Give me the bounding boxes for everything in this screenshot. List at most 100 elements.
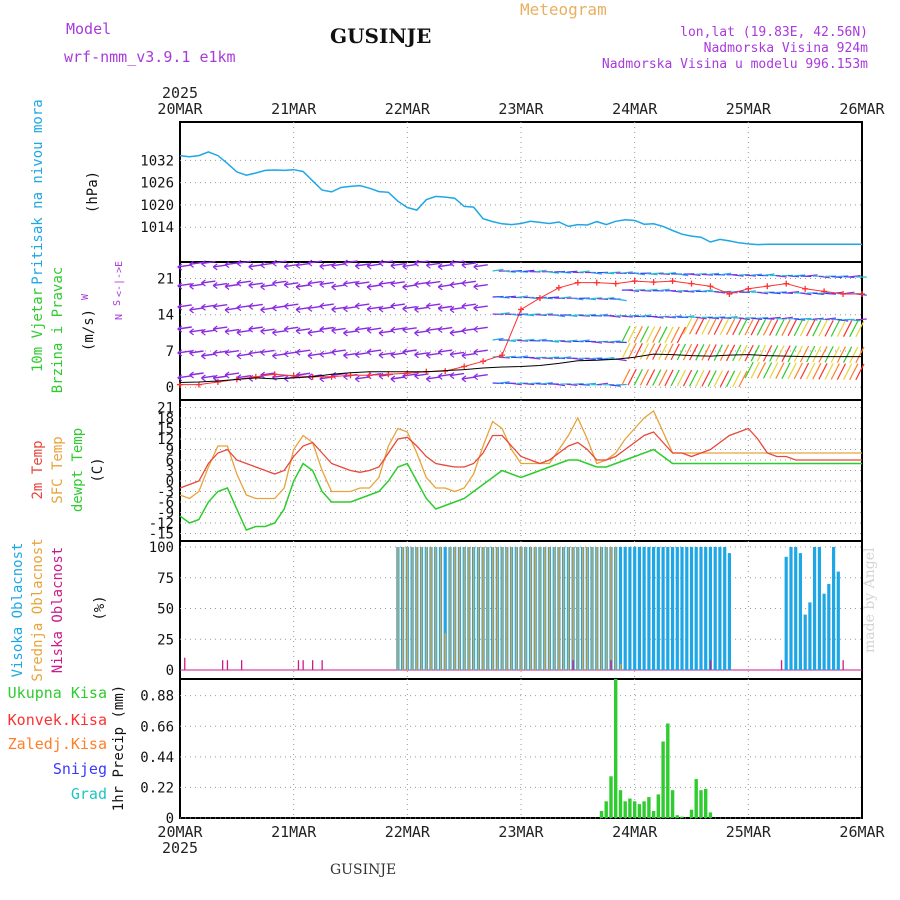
wind-arrow xyxy=(597,298,609,300)
cloud-high-bar xyxy=(652,547,656,670)
wind-arrow xyxy=(836,363,847,380)
wind-arrow-head xyxy=(426,302,431,310)
wind-arrow xyxy=(319,263,334,267)
wind-arrow xyxy=(664,343,674,361)
wind-arrow-head xyxy=(319,326,325,333)
wind-arrow-head xyxy=(414,259,419,267)
wind-arrow-head xyxy=(224,306,230,314)
wind-arrow xyxy=(639,343,650,360)
wind-arrow-head xyxy=(224,261,230,269)
dewpoint-axis-title: dewpt Temp xyxy=(70,428,86,512)
wind-arrow xyxy=(714,291,726,294)
wind-arrow xyxy=(272,353,287,357)
y-tick-label: 3 xyxy=(166,464,174,480)
wind-arrow xyxy=(677,289,689,292)
wind-arrow-head xyxy=(272,279,277,287)
wind-arrow xyxy=(689,343,699,361)
wind-arrow xyxy=(597,382,609,386)
precip-bar xyxy=(704,788,708,818)
wind-arrow xyxy=(849,319,861,322)
wind-arrow xyxy=(461,262,477,266)
wind-arrow-head xyxy=(473,263,479,271)
wind-arrow xyxy=(793,319,803,337)
wind-arrow xyxy=(319,326,334,331)
wind-arrow xyxy=(769,345,779,362)
precip-bar xyxy=(675,815,679,818)
wind-arrow xyxy=(597,313,609,317)
cloud-mid-bar xyxy=(487,547,489,670)
cloud-high-bar xyxy=(689,547,694,670)
wind-arrow xyxy=(738,344,748,362)
wind-arrow xyxy=(799,362,810,380)
wind-arrow xyxy=(763,317,775,320)
wind-arrow xyxy=(640,289,652,292)
pressure-line xyxy=(179,151,862,246)
wind-arrow xyxy=(378,330,394,334)
wind-arrow xyxy=(812,292,824,295)
lonlat-info: lon,lat (19.83E, 42.56N) xyxy=(680,25,868,40)
wind-arrow xyxy=(762,345,773,362)
model-label: Model xyxy=(66,20,112,38)
wind-arrow xyxy=(775,362,785,379)
wind-arrow xyxy=(824,317,837,320)
wind-arrow xyxy=(296,284,311,288)
time-tick-bottom: 22MAR xyxy=(385,823,431,841)
cloud-low-bar xyxy=(184,657,186,670)
y-tick-label: 1026 xyxy=(140,176,174,192)
wind-arrow-head xyxy=(272,329,277,337)
wind-arrow xyxy=(591,357,603,360)
wind-arrow xyxy=(677,273,689,277)
wind-arrow xyxy=(707,318,717,335)
wind-arrow xyxy=(658,369,668,386)
wind-arrow xyxy=(402,284,417,288)
wind-arrow xyxy=(738,291,750,294)
precip-legend-item: Konvek.Kisa xyxy=(8,711,107,729)
wind-legend-s: S xyxy=(112,300,123,306)
cloud-mid-bar xyxy=(563,547,565,670)
wind-arrow xyxy=(517,339,529,342)
wind-arrow-head xyxy=(343,259,348,267)
precip-bar xyxy=(661,741,665,818)
wind-arrow xyxy=(775,319,785,336)
wind-arrow xyxy=(566,314,578,317)
wind-arrow-head xyxy=(283,281,289,289)
wind-arrow xyxy=(750,344,760,362)
wind-arrow xyxy=(701,344,711,361)
wind-arrow xyxy=(473,305,488,309)
wind-arrow xyxy=(812,362,822,380)
wind-arrow xyxy=(367,349,382,353)
wind-arrow-head xyxy=(449,329,455,337)
wind-arrow xyxy=(260,284,275,288)
wind-arrow xyxy=(343,281,358,285)
wind-arrow-head xyxy=(295,261,301,269)
wind-arrow xyxy=(837,275,849,278)
wind-arrow xyxy=(836,320,847,337)
wind-arrow xyxy=(355,263,370,267)
cloud-high-bar xyxy=(789,547,793,670)
wind-arrow xyxy=(343,330,358,334)
wind-arrow xyxy=(751,273,763,276)
wind-arrow xyxy=(591,341,603,344)
wind-arrow xyxy=(806,318,818,321)
time-tick-top: 24MAR xyxy=(612,100,658,118)
wind-arrow xyxy=(645,369,656,386)
cloud-mid-bar xyxy=(506,547,508,670)
cloud-mid-bar xyxy=(510,547,513,670)
wind-arrow xyxy=(615,383,627,386)
wind-arrow xyxy=(800,275,812,278)
wind-arrow xyxy=(438,305,453,310)
wind-arrow xyxy=(260,349,275,354)
wind-arrow xyxy=(284,351,299,355)
y-tick-label: 0 xyxy=(166,663,174,679)
wind-arrow xyxy=(529,313,541,316)
product-title: Meteogram xyxy=(520,0,607,19)
precip-bar xyxy=(642,801,646,818)
wind-arrow xyxy=(713,344,723,361)
wind-arrow xyxy=(627,368,637,386)
wind-arrow xyxy=(744,274,757,277)
wind-arrow xyxy=(756,345,767,362)
wind-arrow xyxy=(652,369,662,386)
wind-arrow xyxy=(615,314,627,317)
wind-arrow-head xyxy=(343,305,348,313)
wind-arrow-head xyxy=(437,372,443,380)
